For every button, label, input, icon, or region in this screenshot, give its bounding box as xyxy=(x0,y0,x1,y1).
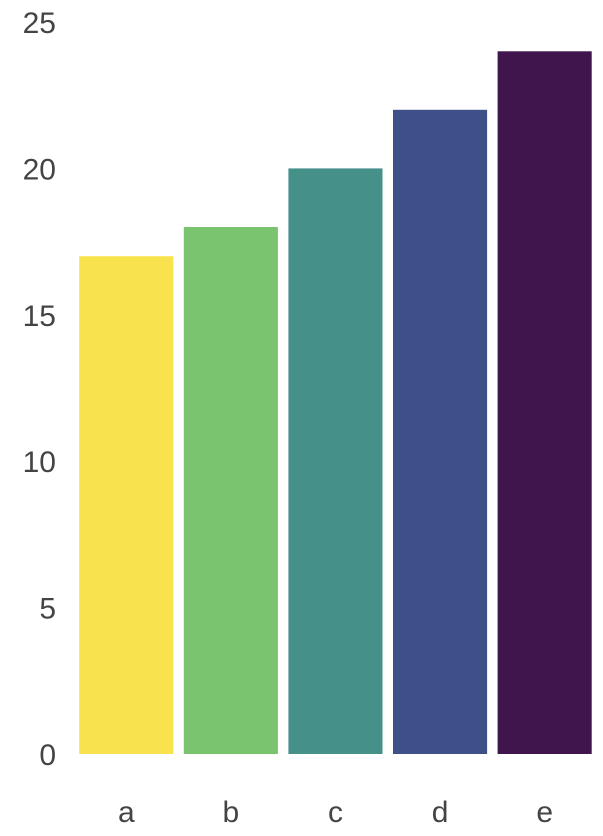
x-tick-label-c: c xyxy=(328,796,343,829)
x-axis-ticks: a b c d e xyxy=(118,796,553,829)
bars-group xyxy=(79,51,592,755)
y-tick-label-5: 5 xyxy=(39,593,56,626)
bar-c xyxy=(288,168,383,754)
bar-a xyxy=(79,256,174,754)
y-tick-label-15: 15 xyxy=(23,300,56,333)
bar-e xyxy=(497,51,592,755)
y-tick-label-0: 0 xyxy=(39,739,56,772)
x-tick-label-e: e xyxy=(536,796,553,829)
x-tick-label-d: d xyxy=(432,796,449,829)
y-tick-label-10: 10 xyxy=(23,446,56,479)
x-tick-label-b: b xyxy=(223,796,240,829)
y-tick-label-20: 20 xyxy=(23,153,56,186)
bar-b xyxy=(183,227,278,754)
y-tick-label-25: 25 xyxy=(23,7,56,40)
y-axis-ticks: 0 5 10 15 20 25 xyxy=(23,7,56,772)
bar-d xyxy=(393,109,488,755)
x-tick-label-a: a xyxy=(118,796,135,829)
